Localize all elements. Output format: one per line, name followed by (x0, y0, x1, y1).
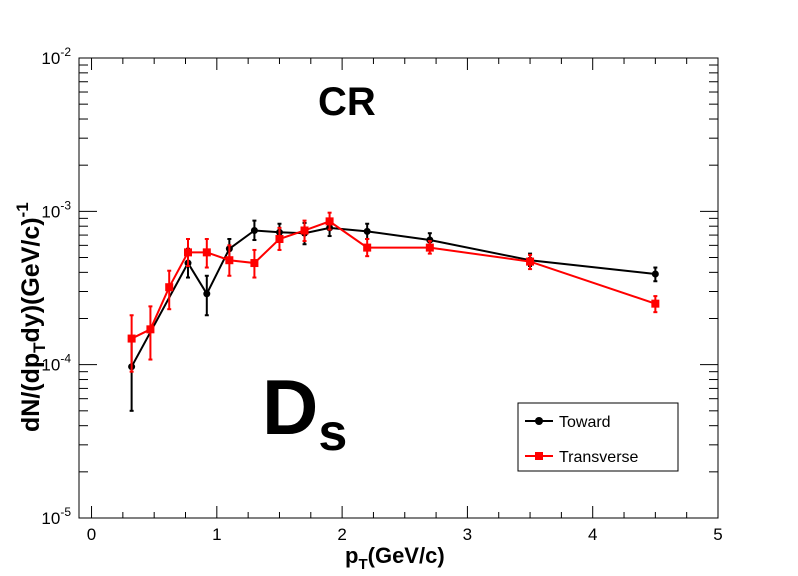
axis-tick-labels: 0 1 2 3 4 5 10-5 10-4 10-3 10-2 (41, 45, 722, 544)
data-point (363, 243, 372, 252)
plot-frame (78, 57, 719, 519)
annotation-ds-main: D (262, 363, 318, 451)
y-tick-label: 10-2 (41, 45, 71, 68)
data-point (146, 325, 155, 334)
y-tick-label: 10-5 (41, 505, 71, 528)
x-tick-label: 2 (337, 525, 346, 544)
data-point (127, 334, 136, 343)
data-point (651, 299, 660, 308)
data-point (425, 243, 434, 252)
legend-toward-marker (535, 417, 543, 425)
annotation-cr: CR (318, 80, 376, 124)
data-point (250, 259, 259, 268)
data-point (202, 248, 211, 257)
annotation-ds: Ds (262, 363, 347, 462)
series-transverse (127, 211, 660, 373)
legend-transverse-marker (535, 452, 543, 460)
x-tick-label: 3 (463, 525, 472, 544)
x-tick-label: 1 (212, 525, 221, 544)
x-axis-title: pT(GeV/c) (345, 543, 445, 573)
y-tick-label: 10-3 (41, 198, 71, 221)
y-axis-title: dN/(dpTdy)(GeV/c)-1 (13, 202, 49, 432)
data-point (300, 226, 309, 235)
legend: Toward Transverse (517, 402, 679, 472)
axis-ticks (79, 58, 719, 519)
series-line (130, 226, 656, 368)
series-line (131, 220, 656, 340)
data-point (165, 283, 174, 292)
legend-transverse-label: Transverse (559, 449, 639, 466)
data-point (651, 270, 659, 278)
data-point (184, 248, 193, 257)
x-tick-label: 0 (87, 525, 96, 544)
legend-toward-label: Toward (559, 414, 611, 431)
data-point (275, 235, 284, 244)
x-tick-label: 5 (713, 525, 722, 544)
data-point (526, 257, 535, 266)
data-point (225, 256, 234, 265)
data-point (363, 227, 371, 235)
series-layer (127, 211, 660, 412)
data-point (203, 290, 211, 298)
x-tick-label: 4 (588, 525, 597, 544)
legend-box (517, 402, 679, 472)
data-point (250, 226, 258, 234)
data-point (325, 217, 334, 226)
y-tick-label: 10-4 (41, 352, 71, 375)
annotation-ds-sub: s (318, 404, 347, 462)
